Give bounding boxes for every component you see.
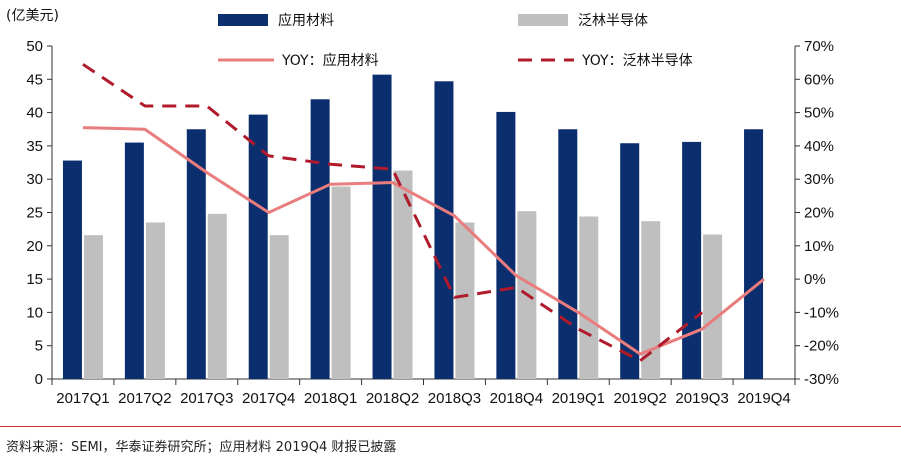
x-tick-label: 2019Q4 bbox=[737, 390, 790, 407]
bar bbox=[145, 222, 165, 379]
bar bbox=[207, 213, 227, 379]
legend-label: YOY：泛林半导体 bbox=[581, 53, 693, 69]
right-tick-label: -10% bbox=[804, 304, 839, 321]
bar bbox=[496, 111, 516, 380]
legend: 应用材料 泛林半导体 YOY：应用材料 YOY：泛林半导体 bbox=[218, 12, 693, 69]
bar bbox=[331, 186, 351, 379]
legend-swatch bbox=[218, 14, 268, 26]
x-tick-label: 2017Q2 bbox=[118, 390, 171, 407]
series-line bbox=[82, 63, 704, 363]
right-tick-label: 30% bbox=[804, 171, 834, 188]
x-tick-label: 2018Q1 bbox=[304, 390, 357, 407]
bar bbox=[641, 221, 661, 379]
right-tick-label: 60% bbox=[804, 71, 834, 88]
x-tick-label: 2018Q2 bbox=[366, 390, 419, 407]
bar bbox=[124, 142, 144, 379]
x-tick-label: 2017Q3 bbox=[180, 390, 233, 407]
right-tick-label: 20% bbox=[804, 205, 834, 222]
right-tick-label: 10% bbox=[804, 238, 834, 255]
x-tick-label: 2019Q3 bbox=[675, 390, 728, 407]
right-tick-label: 40% bbox=[804, 138, 834, 155]
right-tick-label: 0% bbox=[804, 271, 826, 288]
x-tick-label: 2017Q4 bbox=[242, 390, 295, 407]
left-tick-label: 35 bbox=[26, 138, 43, 155]
left-tick-label: 30 bbox=[26, 171, 43, 188]
right-tick-label: -20% bbox=[804, 338, 839, 355]
bar bbox=[310, 99, 330, 379]
legend-label: 应用材料 bbox=[278, 12, 334, 29]
legend-swatch bbox=[518, 14, 568, 26]
bar bbox=[248, 114, 268, 380]
bar bbox=[558, 129, 578, 379]
bar bbox=[62, 160, 82, 379]
bar bbox=[455, 222, 475, 379]
left-tick-label: 20 bbox=[26, 238, 43, 255]
left-tick-label: 45 bbox=[26, 71, 43, 88]
chart: (亿美元) 应用材料 泛林半导体 YOY：应用材料 YOY：泛林半导体 0 5 10 15 2… bbox=[6, 8, 839, 407]
left-tick-label: 40 bbox=[26, 105, 43, 122]
left-tick-label: 5 bbox=[35, 338, 43, 355]
bar bbox=[186, 129, 206, 379]
x-tick-label: 2018Q3 bbox=[428, 390, 481, 407]
bar bbox=[372, 74, 392, 379]
bar bbox=[620, 143, 640, 379]
bar bbox=[434, 81, 454, 379]
legend-label: YOY：应用材料 bbox=[281, 52, 379, 69]
legend-label: 泛林半导体 bbox=[578, 13, 648, 29]
bar bbox=[83, 235, 103, 379]
right-tick-label: 50% bbox=[804, 105, 834, 122]
x-tick-label: 2019Q1 bbox=[552, 390, 605, 407]
bar bbox=[682, 141, 702, 379]
right-tick-label: -30% bbox=[804, 371, 839, 388]
x-tick-label: 2018Q4 bbox=[490, 390, 543, 407]
bar bbox=[744, 129, 764, 379]
left-tick-label: 10 bbox=[26, 304, 43, 321]
plot-area: 0 5 10 15 20 25 30 35 40 45 50 -30% -20% -10% 0% 10% 20%… bbox=[26, 38, 839, 407]
right-tick-label: 70% bbox=[804, 38, 834, 55]
series-line bbox=[82, 126, 765, 356]
footer-divider bbox=[0, 426, 901, 427]
left-tick-label: 50 bbox=[26, 38, 43, 55]
bar bbox=[269, 235, 289, 379]
left-tick-label: 25 bbox=[26, 205, 43, 222]
bar bbox=[393, 170, 413, 379]
x-tick-label: 2019Q2 bbox=[614, 390, 667, 407]
bar bbox=[703, 234, 723, 379]
bar bbox=[579, 216, 599, 379]
x-tick-label: 2017Q1 bbox=[56, 390, 109, 407]
left-axis-unit: (亿美元) bbox=[6, 8, 59, 24]
source-note: 资料来源：SEMI，华泰证券研究所；应用材料 2019Q4 财报已披露 bbox=[6, 440, 397, 455]
left-tick-label: 0 bbox=[35, 371, 43, 388]
left-tick-label: 15 bbox=[26, 271, 43, 288]
